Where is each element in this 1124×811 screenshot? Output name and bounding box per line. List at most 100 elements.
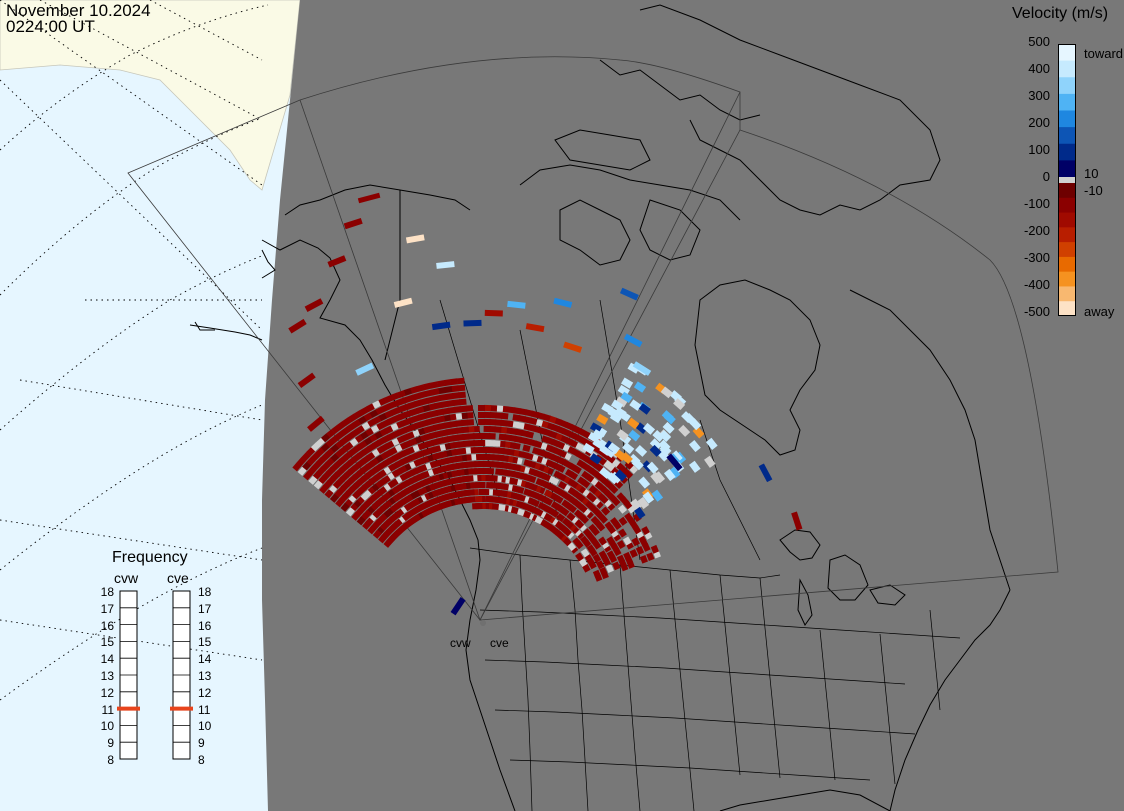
colorbar-band-away	[1058, 227, 1076, 243]
scatter-cell	[575, 552, 584, 562]
scatter-cell	[587, 432, 600, 444]
scatter-cell	[478, 488, 486, 496]
scatter-cell	[443, 379, 452, 387]
scatter-cell	[362, 520, 372, 530]
scatter-cell	[579, 535, 590, 545]
scatter-cell	[628, 429, 641, 442]
scatter-cell	[292, 462, 302, 472]
scatter-cell	[604, 521, 614, 531]
scatter-cell	[410, 407, 419, 416]
scatter-cell	[447, 406, 456, 414]
scatter-cell	[550, 501, 560, 510]
scatter-cell	[410, 386, 419, 394]
scatter-cell	[357, 192, 381, 204]
scatter-cell	[622, 442, 635, 455]
scatter-cell	[651, 489, 664, 502]
scatter-cell	[432, 395, 442, 403]
scatter-cell	[588, 523, 598, 533]
scatter-cell	[670, 450, 683, 463]
scatter-cell	[535, 478, 545, 487]
frequency-tick-label: 17	[100, 601, 114, 616]
scatter-cell	[516, 508, 525, 517]
scatter-cell	[405, 394, 415, 403]
scatter-cell	[523, 459, 532, 467]
scatter-cell	[650, 471, 663, 485]
scatter-cell	[607, 406, 620, 419]
frequency-tick-label: 12	[100, 685, 114, 700]
scatter-cell	[458, 391, 466, 399]
scatter-cell	[422, 404, 431, 413]
colorbar-band-away	[1058, 271, 1076, 287]
scatter-cell	[623, 333, 643, 348]
scatter-cell	[507, 300, 526, 309]
frequency-tick-label: 9	[107, 736, 114, 751]
scatter-cell	[599, 467, 612, 479]
scatter-cell	[635, 545, 645, 555]
scatter-cell	[397, 390, 406, 399]
scatter-cell	[451, 385, 459, 393]
scatter-cell	[642, 491, 655, 504]
scatter-cell	[436, 380, 445, 388]
scatter-cell	[588, 485, 598, 495]
scatter-cell	[668, 466, 681, 479]
scatter-cell	[463, 319, 482, 327]
scatter-cell	[705, 437, 718, 450]
scatter-cell	[660, 386, 673, 399]
scatter-cell	[448, 413, 457, 421]
scatter-cell	[658, 439, 671, 452]
scatter-cell	[684, 412, 697, 426]
frequency-tick-label: 8	[198, 753, 205, 767]
frequency-tick-label: 13	[198, 669, 212, 683]
scatter-cell	[378, 534, 388, 544]
scatter-cell	[592, 553, 602, 563]
frequency-tick-label: 14	[100, 652, 114, 667]
scatter-cell	[617, 504, 628, 514]
frequency-tick-label: 15	[198, 635, 212, 650]
scatter-cell	[389, 407, 399, 417]
colorbar-band-away	[1058, 212, 1076, 228]
scatter-cell	[522, 444, 531, 453]
scatter-cell	[416, 406, 425, 414]
scatter-cell	[618, 528, 627, 538]
scatter-cell	[457, 377, 465, 385]
scatter-cell	[530, 410, 540, 419]
scatter-cell	[453, 406, 462, 413]
scatter-cell	[566, 512, 576, 522]
scatter-cell	[629, 548, 638, 558]
colorbar-band-toward	[1058, 44, 1076, 62]
frequency-tick-label: 9	[198, 736, 205, 751]
scatter-cell	[580, 548, 590, 558]
scatter-cell	[378, 397, 388, 406]
scatter-cell	[501, 405, 510, 413]
scatter-cell	[704, 455, 716, 468]
scatter-cell	[649, 444, 662, 457]
frequency-tick-label: 18	[198, 585, 212, 599]
scatter-cell	[306, 447, 316, 457]
scatter-cell	[428, 403, 437, 411]
scatter-cell	[561, 517, 572, 527]
scatter-cell	[586, 557, 596, 567]
scatter-cell	[500, 412, 509, 420]
scatter-cell	[525, 323, 545, 333]
scatter-cell	[616, 429, 629, 441]
scatter-cell	[624, 512, 634, 522]
scatter-cell	[543, 489, 553, 498]
scatter-cell	[342, 417, 352, 426]
scatter-cell	[303, 471, 313, 481]
scatter-cell	[631, 458, 644, 471]
scatter-cell	[642, 422, 656, 435]
scatter-cell	[461, 419, 469, 427]
frequency-tick-label: 17	[198, 601, 212, 616]
scatter-cell	[637, 496, 650, 510]
scatter-cell	[498, 433, 507, 441]
scatter-cell	[399, 396, 409, 405]
scatter-cell	[623, 551, 632, 561]
scatter-cell	[666, 453, 683, 472]
inner-tick-positive: 10	[1084, 166, 1099, 181]
scatter-cell	[619, 287, 639, 301]
scatter-cell	[288, 318, 307, 334]
scatter-cell	[387, 401, 396, 410]
scatter-cell	[577, 476, 587, 486]
scatter-cell	[304, 298, 324, 312]
scatter-cell	[624, 460, 634, 470]
